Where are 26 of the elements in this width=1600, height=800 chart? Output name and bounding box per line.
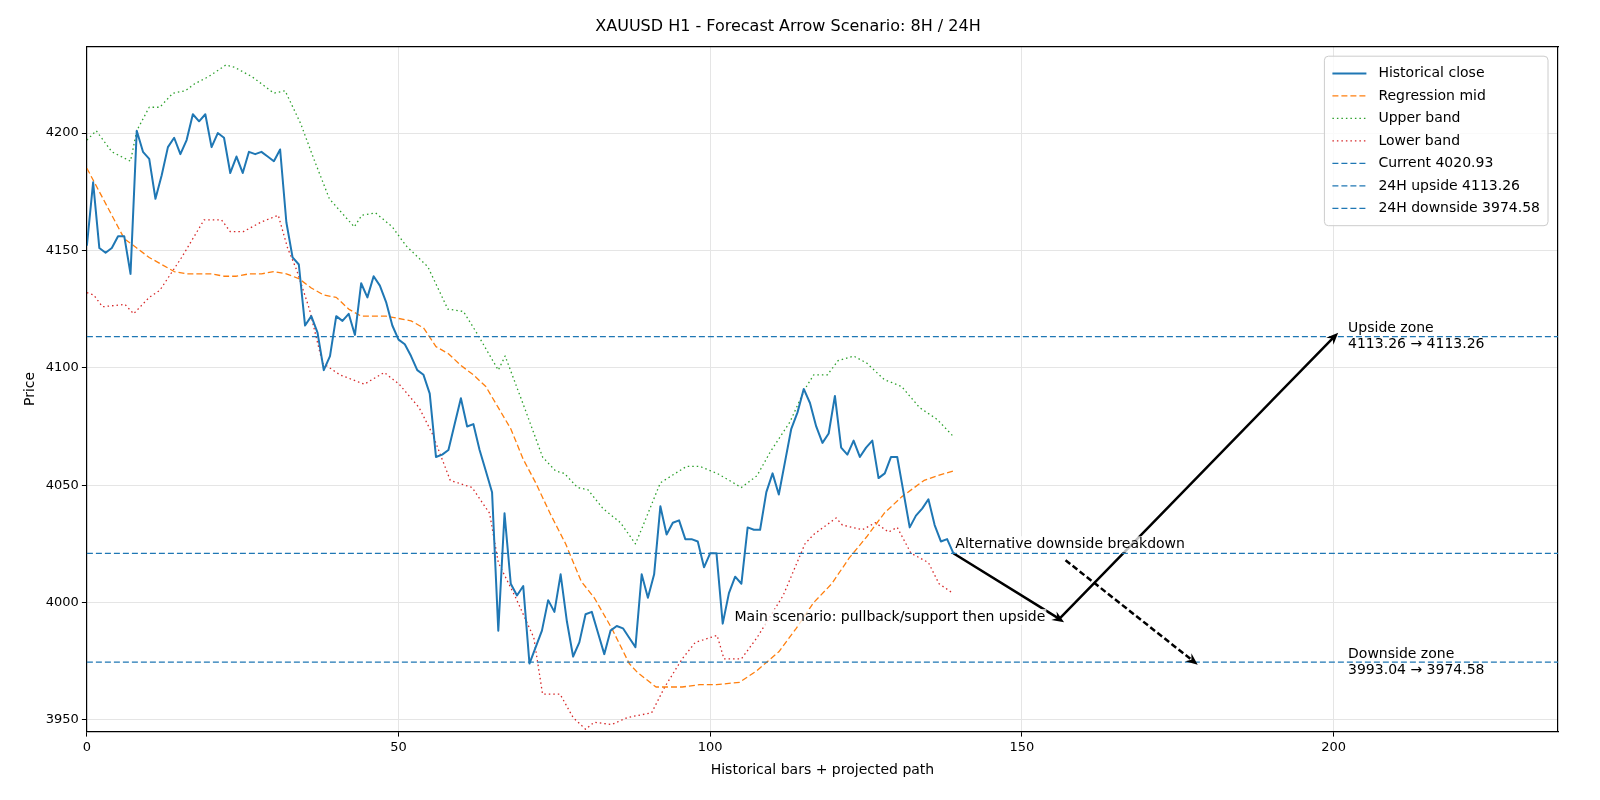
y-tick-label: 3950: [45, 711, 79, 727]
legend-label: Historical close: [1378, 64, 1485, 81]
annotation: Downside zone 3993.04 → 3974.58: [1348, 644, 1485, 677]
x-tick-label: 50: [390, 738, 407, 754]
legend-label: 24H upside 4113.26: [1378, 176, 1521, 193]
legend-label: 24H downside 3974.58: [1378, 199, 1541, 216]
annotation: Alternative downside breakdown: [955, 534, 1185, 551]
annotation: Upside zone 4113.26 → 4113.26: [1348, 319, 1485, 352]
y-tick-label: 4000: [45, 593, 79, 609]
y-axis-title: Price: [21, 371, 38, 406]
x-tick-label: 100: [697, 738, 723, 754]
legend-label: Regression mid: [1378, 86, 1486, 103]
x-tick-label: 150: [1009, 738, 1035, 754]
x-axis-title: Historical bars + projected path: [710, 761, 935, 778]
chart-title: XAUUSD H1 - Forecast Arrow Scenario: 8H / 24H: [595, 15, 981, 35]
x-tick-label: 200: [1321, 738, 1347, 754]
line-series: [86, 64, 954, 545]
y-tick-label: 4100: [45, 359, 79, 375]
y-tick-label: 4150: [45, 241, 79, 257]
legend-label: Upper band: [1378, 109, 1461, 126]
y-tick-label: 4200: [45, 124, 79, 140]
x-tick-label: 0: [82, 738, 92, 754]
annotation: Main scenario: pullback/support then upside: [734, 607, 1046, 624]
y-tick-label: 4050: [45, 476, 79, 492]
legend-label: Lower band: [1378, 131, 1461, 148]
legend-label: Current 4020.93: [1378, 154, 1494, 171]
